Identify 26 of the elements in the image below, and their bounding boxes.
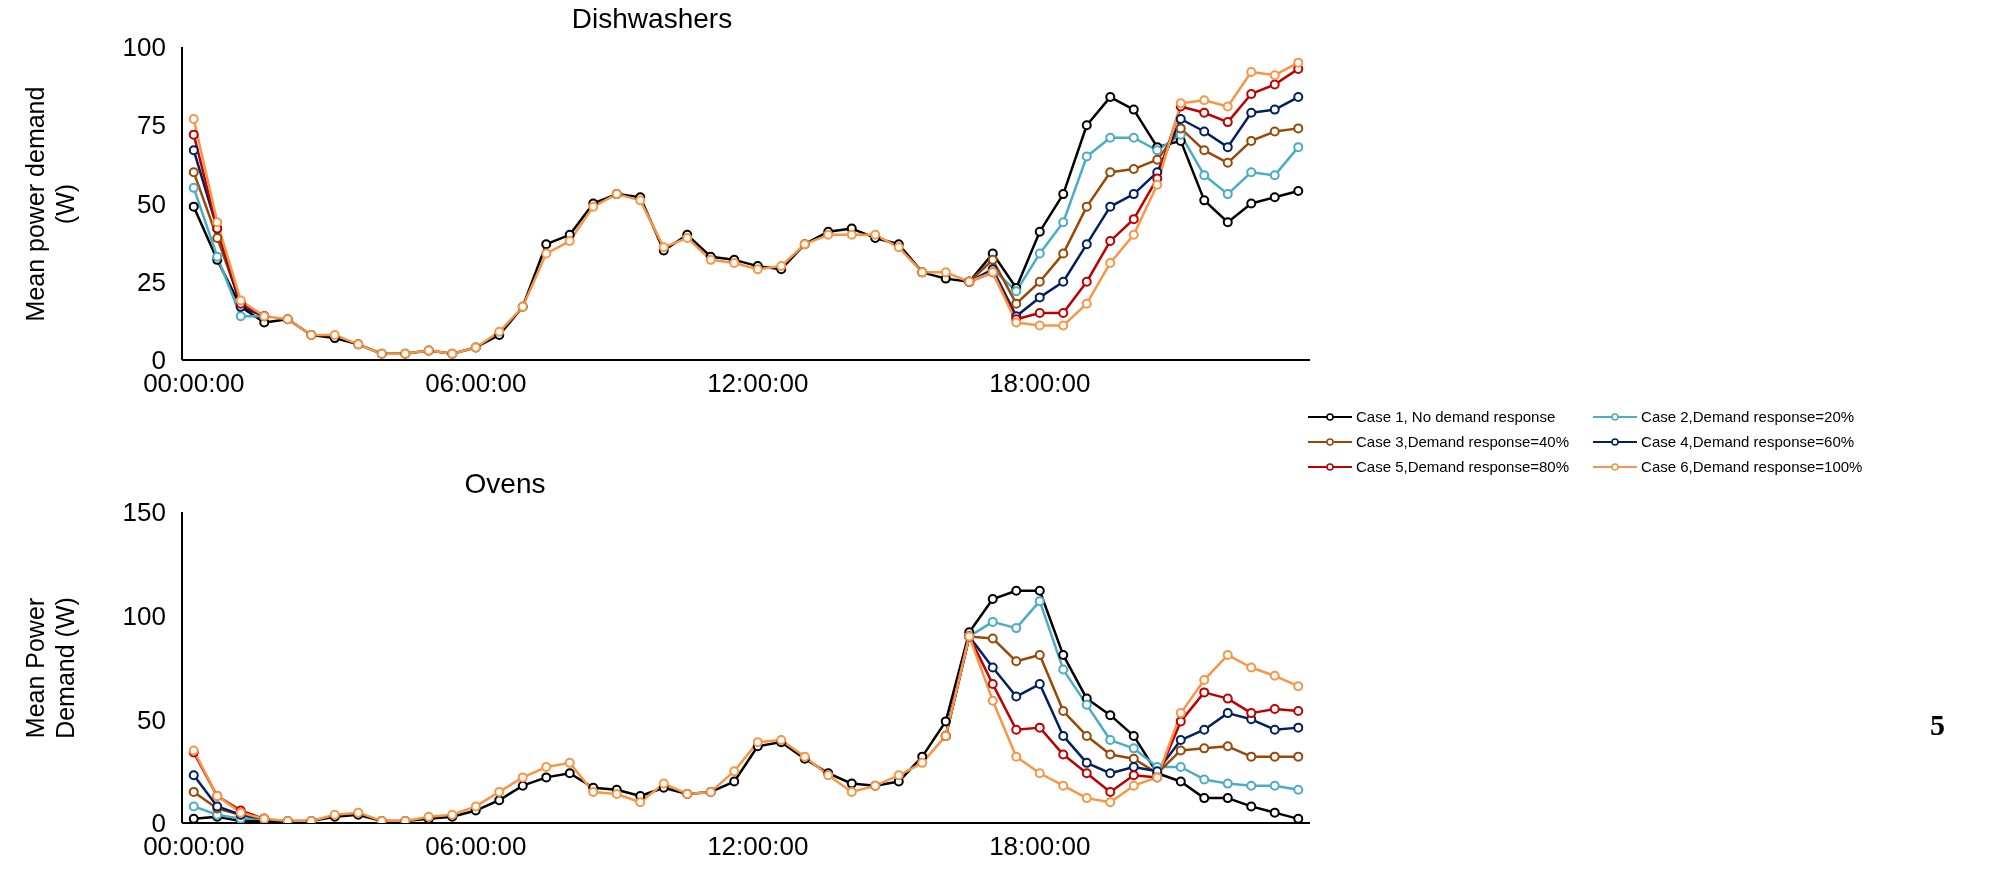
x-tick-label: 06:00:00 <box>425 831 527 862</box>
y-axis-title: Mean power demand (W) <box>20 85 80 323</box>
y-tick-label: 150 <box>122 497 166 528</box>
y-tick-label: 100 <box>122 600 166 631</box>
legend-label: Case 6,Demand response=100% <box>1641 458 1863 475</box>
legend-label: Case 4,Demand response=60% <box>1641 433 1855 450</box>
x-tick-label: 00:00:00 <box>143 368 245 399</box>
x-tick-label: 18:00:00 <box>989 368 1091 399</box>
y-tick-label: 25 <box>137 266 166 297</box>
x-tick-label: 12:00:00 <box>707 368 809 399</box>
x-tick-label: 00:00:00 <box>143 831 245 862</box>
legend-label: Case 2,Demand response=20% <box>1641 408 1855 425</box>
chart-title: Dishwashers <box>570 3 734 35</box>
y-tick-label: 50 <box>137 188 166 219</box>
y-tick-label: 50 <box>137 704 166 735</box>
x-tick-label: 06:00:00 <box>425 368 527 399</box>
legend-label: Case 1, No demand response <box>1356 408 1556 425</box>
text: 5 <box>1930 707 1945 742</box>
y-tick-label: 100 <box>122 32 166 63</box>
legend-label: Case 5,Demand response=80% <box>1356 458 1570 475</box>
y-axis-title: Mean Power Demand (W) <box>20 595 80 741</box>
y-tick-label: 75 <box>137 110 166 141</box>
legend-label: Case 3,Demand response=40% <box>1356 433 1570 450</box>
chart-title: Ovens <box>463 468 547 500</box>
x-tick-label: 12:00:00 <box>707 831 809 862</box>
x-tick-label: 18:00:00 <box>989 831 1091 862</box>
